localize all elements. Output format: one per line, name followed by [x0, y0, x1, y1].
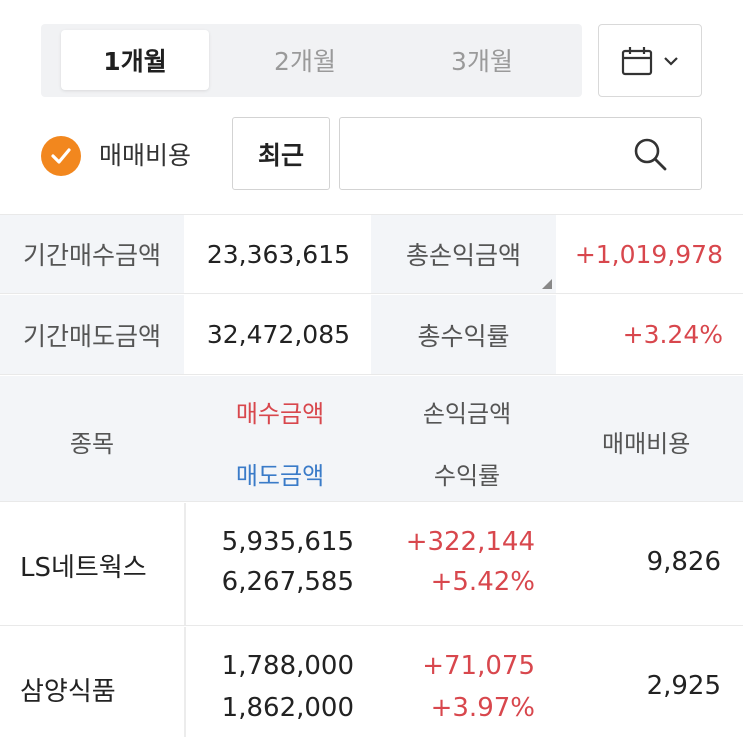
- search-input[interactable]: [352, 132, 622, 176]
- check-icon: [51, 148, 71, 164]
- header-stock: 종목: [69, 430, 115, 458]
- header-buy-amount: 매수금액: [235, 400, 325, 428]
- total-pl-label-text: 총손익금액: [405, 241, 521, 270]
- period-tabs: 1개월 2개월 3개월: [41, 24, 582, 97]
- stock-name: 삼양식품: [20, 677, 116, 707]
- buy-amount: 5,935,615: [221, 527, 354, 557]
- summary-row-sell: 기간매도금액 32,472,085 총수익률 +3.24%: [0, 295, 743, 375]
- total-pl-label[interactable]: 총손익금액: [371, 215, 556, 293]
- fee-checkbox-label[interactable]: 매매비용: [99, 141, 192, 170]
- total-return-value: +3.24%: [557, 295, 743, 374]
- header-return-rate: 수익률: [433, 462, 501, 490]
- search-box: [339, 117, 702, 190]
- buy-amount-value: 23,363,615: [185, 215, 370, 293]
- table-row[interactable]: LS네트웍스 5,935,615 6,267,585 +322,144 +5.4…: [0, 503, 743, 626]
- trade-fee: 9,826: [646, 547, 721, 577]
- return-rate: +3.97%: [430, 693, 535, 723]
- sell-amount: 6,267,585: [221, 567, 354, 597]
- buy-amount: 1,788,000: [221, 651, 354, 681]
- recent-button[interactable]: 최근: [232, 117, 330, 190]
- pl-amount: +71,075: [422, 651, 535, 681]
- date-picker-button[interactable]: [598, 24, 702, 97]
- calendar-icon: [621, 46, 653, 75]
- table-row[interactable]: 삼양식품 1,788,000 1,862,000 +71,075 +3.97% …: [0, 627, 743, 737]
- header-sell-amount: 매도금액: [235, 462, 325, 490]
- table-header: 종목 매수금액 매도금액 손익금액 수익률 매매비용: [0, 376, 743, 502]
- column-divider: [184, 503, 186, 625]
- tab-1-month[interactable]: 1개월: [61, 30, 209, 90]
- sell-amount: 1,862,000: [221, 693, 354, 723]
- header-pl-amount: 손익금액: [422, 400, 512, 428]
- fee-checkbox[interactable]: [41, 136, 81, 176]
- sell-amount-label: 기간매도금액: [0, 295, 184, 374]
- summary-row-buy: 기간매수금액 23,363,615 총손익금액 +1,019,978: [0, 214, 743, 294]
- total-return-label: 총수익률: [371, 295, 556, 374]
- header-fee: 매매비용: [602, 430, 691, 458]
- trade-fee: 2,925: [646, 671, 721, 701]
- tab-3-months[interactable]: 3개월: [451, 47, 513, 76]
- stock-name: LS네트웍스: [20, 553, 147, 583]
- search-icon[interactable]: [633, 137, 667, 171]
- expand-corner-icon: [542, 279, 552, 289]
- pl-amount: +322,144: [405, 527, 535, 557]
- buy-amount-label: 기간매수금액: [0, 215, 184, 293]
- total-pl-value: +1,019,978: [557, 215, 743, 293]
- tab-2-months[interactable]: 2개월: [274, 47, 336, 76]
- chevron-down-icon: [664, 56, 678, 66]
- sell-amount-value: 32,472,085: [185, 295, 370, 374]
- column-divider: [184, 627, 186, 737]
- return-rate: +5.42%: [430, 567, 535, 597]
